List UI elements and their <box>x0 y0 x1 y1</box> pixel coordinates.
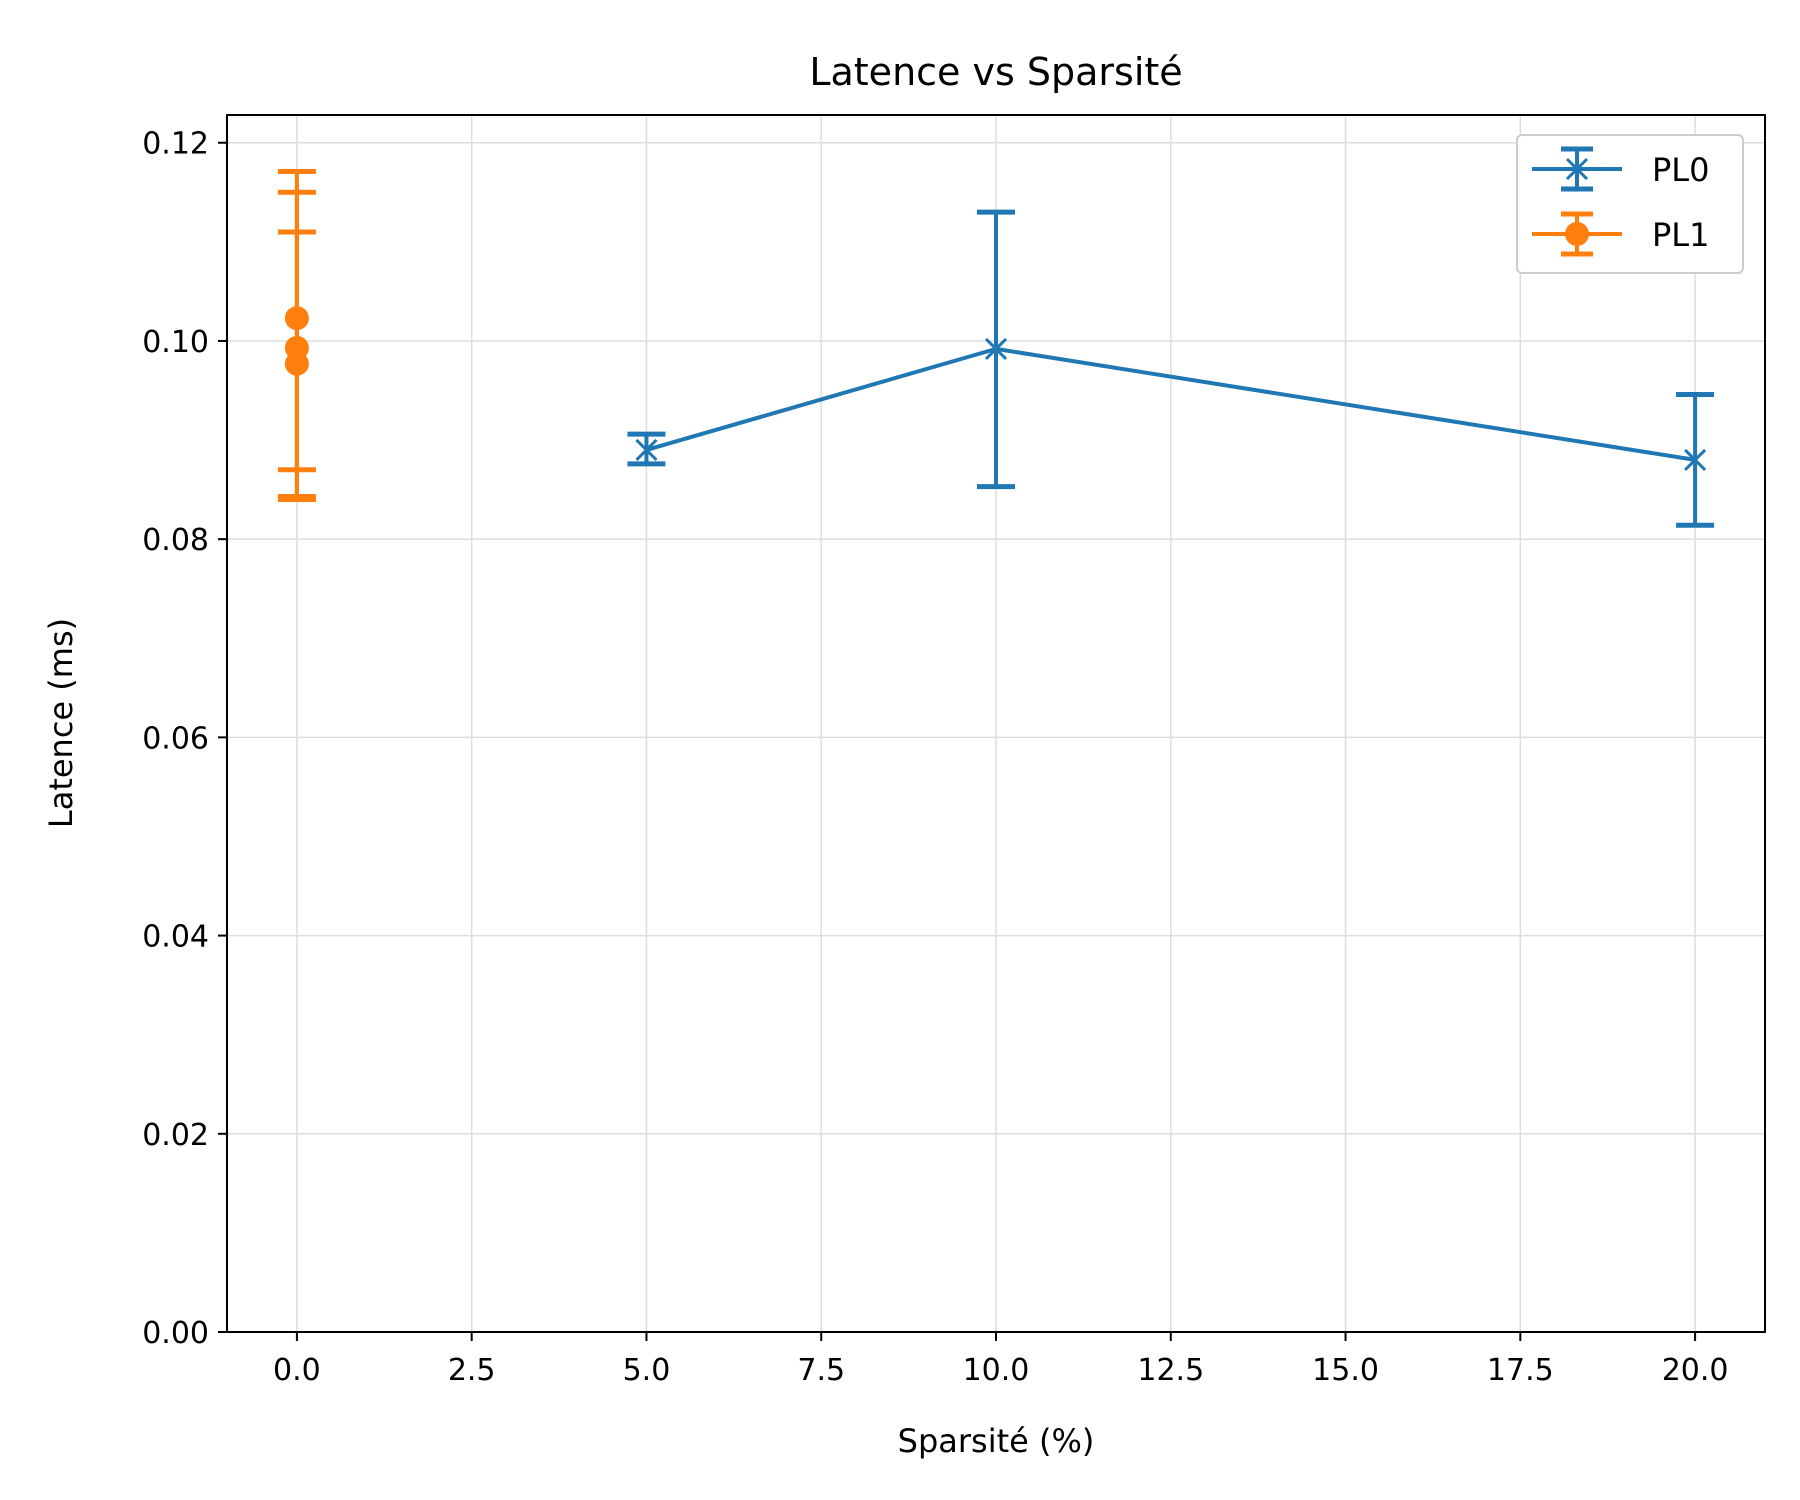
y-tick-label: 0.12 <box>142 127 209 162</box>
y-tick-label: 0.00 <box>142 1316 209 1351</box>
x-tick-label: 2.5 <box>448 1353 496 1388</box>
x-axis-label: Sparsité (%) <box>898 1422 1095 1460</box>
x-tick-label: 17.5 <box>1487 1353 1554 1388</box>
series-pl1 <box>277 168 316 503</box>
legend-label-pl1: PL1 <box>1652 216 1709 254</box>
data-point <box>635 438 658 462</box>
legend-marker <box>1565 157 1589 181</box>
x-tick-label: 10.0 <box>963 1353 1030 1388</box>
legend: PL0 PL1 <box>1516 134 1744 274</box>
data-point <box>1684 448 1707 471</box>
series-pl0 <box>627 209 1715 528</box>
grid <box>227 115 1765 1333</box>
x-tick-label: 20.0 <box>1662 1353 1729 1388</box>
legend-marker <box>1565 222 1589 246</box>
y-tick-label: 0.10 <box>142 325 209 360</box>
y-tick-label: 0.02 <box>142 1118 209 1153</box>
data-point <box>284 351 309 376</box>
ticks: 0.0 2.5 5.0 7.5 10.0 12.5 15.0 17.5 20.0 0.00 0.02… <box>142 127 1728 1388</box>
x-tick-label: 5.0 <box>623 1353 671 1388</box>
y-tick-label: 0.08 <box>142 523 209 558</box>
x-tick-label: 0.0 <box>273 1353 321 1388</box>
series-layer <box>277 168 1715 528</box>
chart-title: Latence vs Sparsité <box>809 50 1182 94</box>
legend-entry-pl1 <box>1532 211 1622 257</box>
data-point <box>984 337 1008 360</box>
x-tick-label: 12.5 <box>1137 1353 1204 1388</box>
y-axis-label: Latence (ms) <box>42 618 80 828</box>
legend-label-pl0: PL0 <box>1652 151 1709 189</box>
x-tick-label: 7.5 <box>797 1353 845 1388</box>
legend-entry-pl0 <box>1532 146 1622 192</box>
y-tick-label: 0.04 <box>142 920 209 955</box>
y-tick-label: 0.06 <box>142 721 209 756</box>
data-point <box>284 306 309 331</box>
x-tick-label: 15.0 <box>1312 1353 1379 1388</box>
